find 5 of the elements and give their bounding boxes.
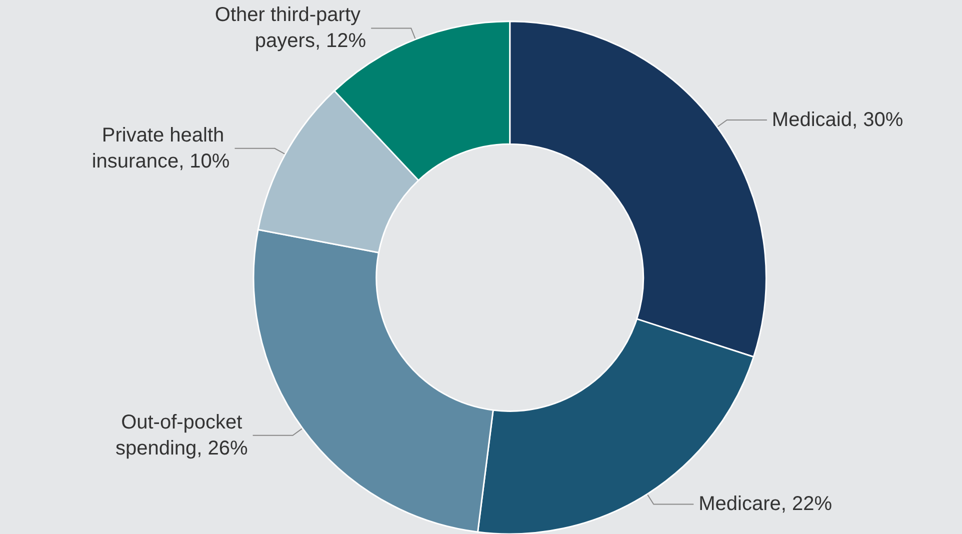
slice-label: Medicare, 22% — [698, 493, 832, 516]
slice-label: Other third-party payers, 12% — [214, 4, 366, 52]
slice-label: Private health insurance, 10% — [92, 124, 230, 172]
slice-label: Medicaid, 30% — [772, 108, 904, 131]
slice-label: Out-of-pocket spending, 26% — [115, 411, 248, 460]
